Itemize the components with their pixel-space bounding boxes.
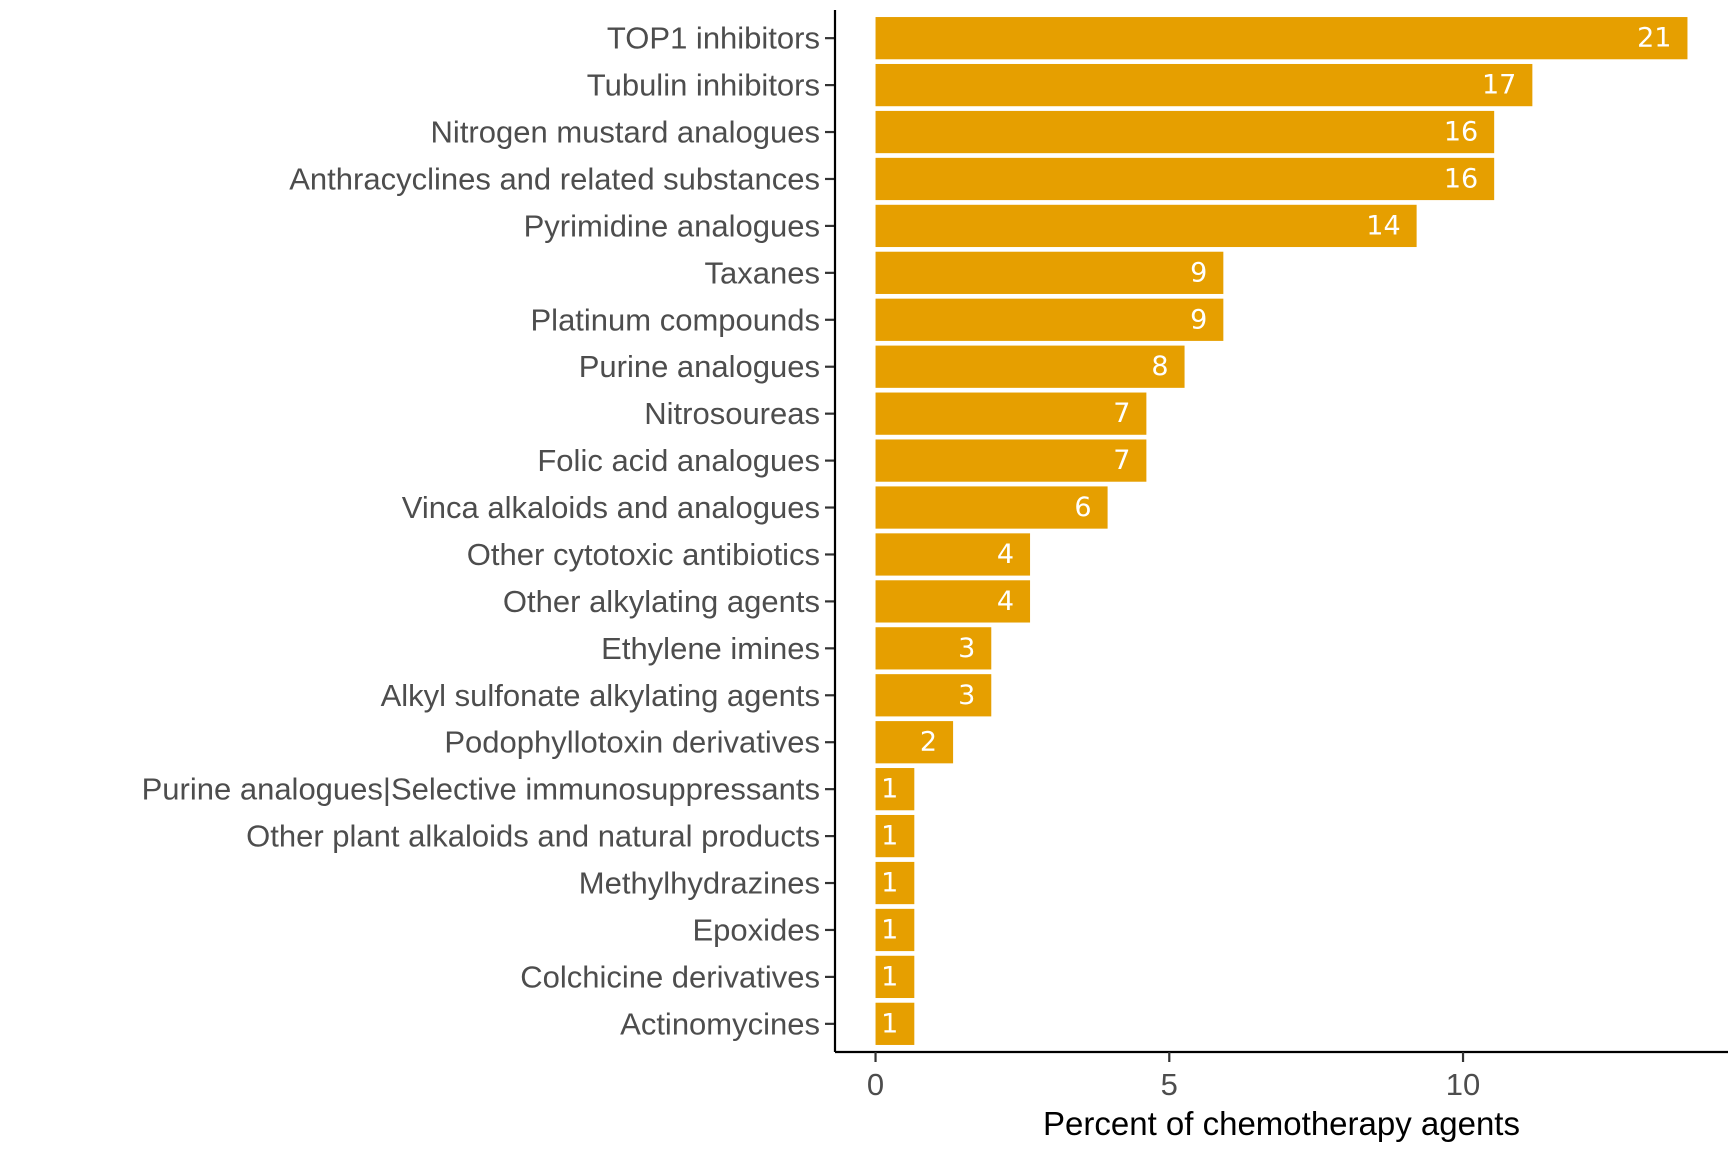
category-label: Purine analogues|Selective immunosuppres… (142, 772, 820, 807)
bar-value-label: 17 (1482, 70, 1516, 101)
bar (875, 439, 1147, 482)
bars-group (875, 17, 1688, 1045)
category-label: Purine analogues (579, 349, 820, 384)
category-label: Folic acid analogues (537, 443, 820, 478)
bar (875, 486, 1108, 529)
bar-value-label: 3 (958, 680, 975, 711)
bar-value-label: 9 (1190, 304, 1207, 335)
bar-value-label: 21 (1637, 23, 1671, 54)
x-tick-label: 0 (867, 1067, 884, 1102)
bar (875, 1002, 915, 1045)
bar (875, 251, 1224, 294)
category-label: Actinomycines (620, 1006, 820, 1041)
category-label: Colchicine derivatives (520, 959, 820, 994)
bar-value-label: 1 (881, 914, 898, 945)
bar-value-label: 1 (881, 1008, 898, 1039)
bar (875, 345, 1185, 388)
bar (875, 580, 1031, 623)
bar-value-label: 16 (1444, 117, 1478, 148)
category-label: Taxanes (705, 255, 820, 290)
category-label: Other cytotoxic antibiotics (467, 537, 820, 572)
bar (875, 533, 1031, 576)
bar-value-label: 8 (1151, 351, 1168, 382)
bar-value-label: 16 (1444, 163, 1478, 194)
bar-value-label: 2 (920, 727, 937, 758)
bar-value-label: 4 (997, 586, 1014, 617)
category-label: Platinum compounds (531, 302, 821, 337)
category-label: Methylhydrazines (579, 866, 820, 901)
bar (875, 63, 1533, 107)
bar (875, 674, 992, 717)
bar (875, 17, 1688, 60)
x-axis-title: Percent of chemotherapy agents (1043, 1105, 1520, 1142)
bar (875, 861, 915, 905)
bar-value-label: 1 (881, 961, 898, 992)
x-tick-label: 5 (1161, 1067, 1178, 1102)
category-label: Other plant alkaloids and natural produc… (246, 819, 820, 854)
category-label: Vinca alkaloids and analogues (402, 490, 820, 525)
category-label: Podophyllotoxin derivatives (444, 725, 820, 760)
category-label: Nitrosoureas (644, 396, 820, 431)
bar (875, 110, 1495, 154)
category-label: Anthracyclines and related substances (289, 161, 820, 196)
y-axis: TOP1 inhibitors Tubulin inhibitors Nitroge… (142, 10, 837, 1052)
category-label: Nitrogen mustard analogues (431, 115, 820, 150)
bar (875, 908, 915, 952)
bar (875, 298, 1224, 341)
bar-value-label: 6 (1074, 492, 1091, 523)
category-label: Pyrimidine analogues (524, 208, 820, 243)
x-axis: 0 5 10 (835, 1050, 1728, 1102)
bar-value-label: 7 (1113, 398, 1130, 429)
bar-value-label: 9 (1190, 257, 1207, 288)
bar-value-label: 1 (881, 774, 898, 805)
bar (875, 814, 915, 858)
category-label: Other alkylating agents (503, 584, 820, 619)
bar (875, 627, 992, 670)
bar-value-label: 7 (1113, 445, 1130, 476)
category-label: Epoxides (692, 912, 820, 947)
bar (875, 721, 954, 764)
category-label: Ethylene imines (601, 631, 820, 666)
category-label: Alkyl sulfonate alkylating agents (381, 678, 820, 713)
category-label: TOP1 inhibitors (607, 21, 820, 56)
bar (875, 157, 1495, 201)
bar (875, 768, 915, 811)
bar-value-label: 1 (881, 821, 898, 852)
bar-value-label: 1 (881, 868, 898, 899)
bar (875, 204, 1417, 248)
bar (875, 392, 1147, 435)
bar (875, 955, 915, 999)
bar-value-label: 14 (1366, 210, 1400, 241)
category-label: Tubulin inhibitors (587, 68, 820, 103)
bar-value-label: 3 (958, 633, 975, 664)
bar-value-label: 4 (997, 539, 1014, 570)
x-tick-label: 10 (1446, 1067, 1480, 1102)
